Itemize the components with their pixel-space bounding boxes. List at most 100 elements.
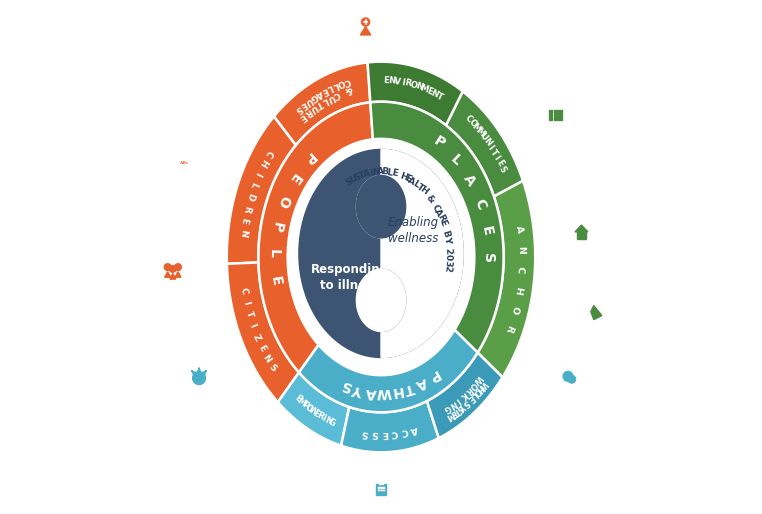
Bar	[549, 117, 552, 120]
Text: N: N	[447, 398, 458, 410]
Text: A: A	[409, 424, 418, 434]
Circle shape	[361, 18, 370, 26]
Text: I: I	[369, 168, 373, 177]
Polygon shape	[591, 305, 602, 320]
Text: I: I	[486, 143, 495, 151]
Text: A: A	[415, 374, 430, 391]
Text: 3: 3	[443, 260, 453, 266]
Text: M: M	[296, 396, 308, 409]
Text: E: E	[403, 173, 412, 184]
Text: E: E	[267, 275, 283, 287]
Text: A: A	[377, 168, 384, 176]
Text: I: I	[454, 395, 462, 404]
Text: G: G	[309, 91, 319, 103]
Text: O: O	[409, 80, 418, 90]
Text: Y: Y	[458, 400, 467, 411]
Text: R: R	[242, 204, 252, 213]
Text: P: P	[431, 134, 447, 152]
Polygon shape	[288, 139, 474, 375]
Polygon shape	[367, 62, 463, 125]
Text: B: B	[440, 230, 451, 238]
Text: A: A	[514, 225, 523, 234]
Text: I: I	[242, 300, 251, 305]
Text: E: E	[286, 170, 303, 186]
Text: U: U	[348, 174, 359, 185]
Polygon shape	[227, 263, 299, 402]
Polygon shape	[381, 269, 405, 332]
Text: M: M	[470, 122, 482, 134]
Text: O: O	[471, 386, 482, 397]
Text: S: S	[460, 397, 470, 408]
Text: N: N	[261, 353, 273, 364]
Text: C: C	[332, 89, 341, 100]
Text: Responding
to illness: Responding to illness	[311, 263, 389, 292]
Text: I: I	[321, 414, 328, 423]
Text: I: I	[401, 78, 405, 87]
Bar	[549, 114, 552, 116]
Text: T: T	[452, 405, 461, 416]
Text: E: E	[449, 408, 458, 418]
Text: E: E	[466, 392, 476, 402]
Text: O: O	[337, 78, 346, 88]
Text: E: E	[239, 217, 249, 225]
Text: L: L	[386, 168, 393, 177]
Text: R: R	[315, 411, 325, 421]
Text: S: S	[338, 377, 353, 393]
Text: C: C	[463, 114, 474, 125]
Text: T: T	[314, 99, 324, 109]
Text: C: C	[431, 203, 441, 213]
Text: W: W	[471, 373, 484, 386]
Text: A: A	[363, 169, 371, 179]
Text: N: N	[516, 246, 525, 254]
Text: U: U	[303, 95, 314, 106]
Circle shape	[174, 264, 181, 270]
Text: E: E	[256, 343, 267, 353]
Polygon shape	[170, 273, 176, 279]
Polygon shape	[175, 272, 181, 277]
Text: M: M	[419, 83, 430, 95]
Text: R: R	[435, 213, 447, 223]
Polygon shape	[357, 269, 405, 332]
Text: U: U	[308, 102, 319, 114]
Text: R: R	[404, 79, 412, 89]
Circle shape	[566, 374, 570, 378]
Text: L: L	[267, 249, 281, 259]
Text: A: A	[461, 172, 479, 189]
Text: S: S	[371, 429, 379, 438]
Text: E: E	[383, 76, 389, 85]
Text: H: H	[390, 383, 404, 399]
Polygon shape	[360, 27, 371, 35]
Text: O: O	[467, 118, 478, 129]
Text: T: T	[435, 91, 444, 102]
Text: O: O	[467, 379, 479, 390]
Text: P: P	[268, 221, 284, 233]
Text: C: C	[400, 426, 408, 436]
Text: U: U	[325, 91, 335, 103]
Text: H: H	[257, 157, 269, 169]
Text: &: &	[424, 193, 436, 205]
Text: L: L	[448, 152, 464, 168]
Bar	[376, 484, 386, 495]
Text: L: L	[411, 179, 421, 190]
Text: 2: 2	[443, 248, 453, 255]
Bar	[559, 117, 562, 120]
Text: E: E	[390, 169, 398, 178]
Polygon shape	[357, 175, 405, 238]
Text: G: G	[327, 417, 337, 428]
Text: B: B	[382, 168, 389, 177]
Text: T: T	[244, 310, 255, 319]
Polygon shape	[299, 150, 463, 357]
Bar	[379, 482, 383, 484]
Text: L: L	[326, 82, 334, 93]
Text: H: H	[513, 285, 523, 295]
Polygon shape	[478, 181, 535, 377]
Text: S: S	[481, 252, 495, 263]
Text: R: R	[463, 384, 473, 395]
Text: T: T	[415, 182, 424, 193]
Polygon shape	[227, 117, 296, 264]
Polygon shape	[357, 175, 381, 238]
Text: 0: 0	[443, 254, 453, 260]
Polygon shape	[575, 225, 588, 232]
Text: T: T	[488, 148, 499, 158]
Text: 2: 2	[443, 265, 453, 272]
